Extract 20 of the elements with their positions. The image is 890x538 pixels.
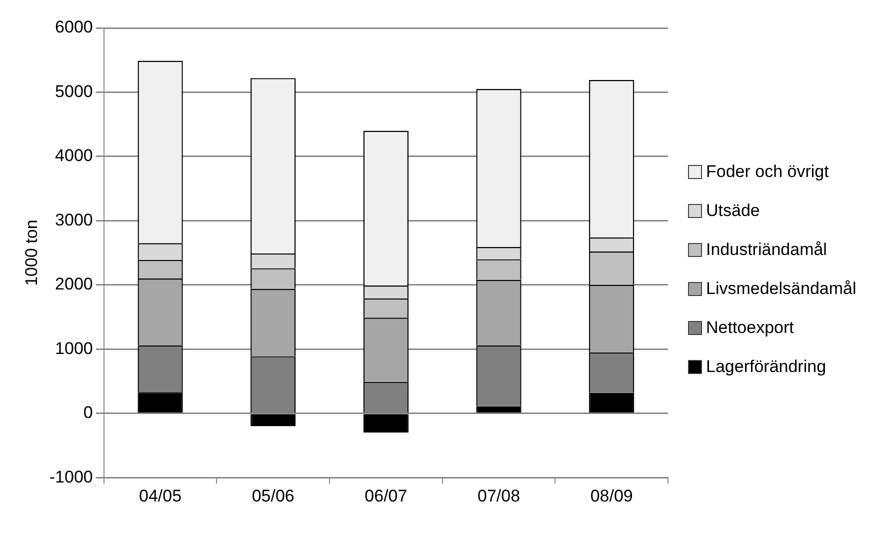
y-axis-title: 1000 ton bbox=[22, 220, 41, 286]
x-tick-label: 06/07 bbox=[364, 486, 408, 506]
y-tick-label: 6000 bbox=[55, 18, 93, 37]
y-tick-label: 3000 bbox=[55, 210, 93, 230]
text: Foder och övrigt bbox=[706, 162, 829, 182]
legend-label: Nettoexport bbox=[706, 318, 794, 338]
legend-label: Lagerförändring bbox=[706, 356, 826, 376]
x-tick-label: 08/09 bbox=[590, 486, 633, 506]
legend-label: Industriändamål bbox=[706, 240, 827, 260]
x-tick-label: 04/05 bbox=[139, 486, 182, 506]
legend-label: Utsäde bbox=[706, 200, 760, 220]
x-tick-label: 05/06 bbox=[252, 486, 294, 506]
y-tick-label: 1000 bbox=[55, 338, 93, 358]
y-tick-label: 5000 bbox=[55, 82, 93, 101]
y-tick-label: -1000 bbox=[49, 467, 93, 486]
y-tick-label: 0 bbox=[83, 403, 93, 422]
y-tick-label: 2000 bbox=[55, 274, 93, 294]
y-tick-label: 4000 bbox=[55, 146, 93, 166]
legend-label: Livsmedelsändamål bbox=[706, 278, 856, 298]
x-tick-label: 07/08 bbox=[477, 486, 520, 506]
